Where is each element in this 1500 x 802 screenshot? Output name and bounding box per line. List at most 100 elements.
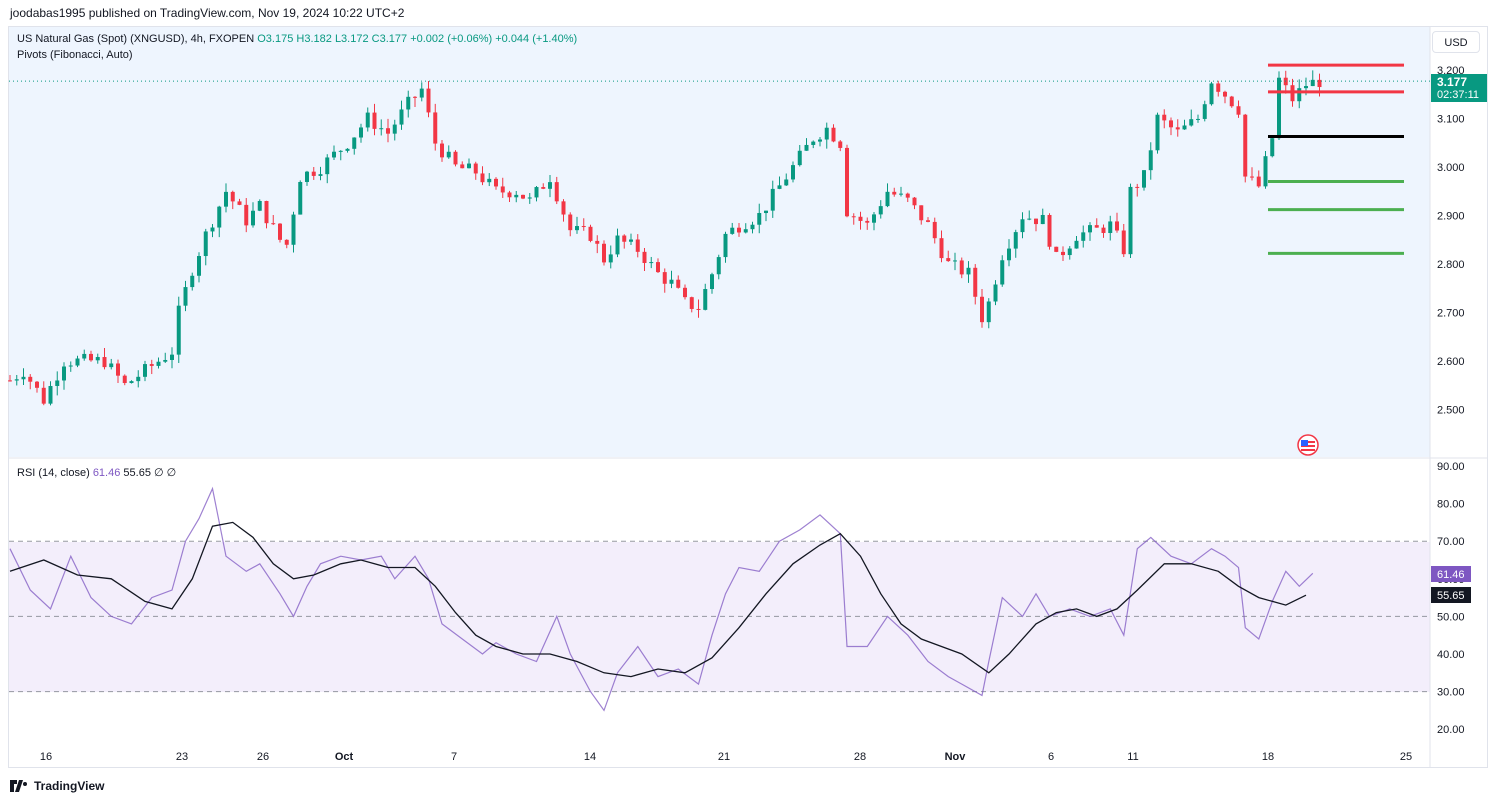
candle-body bbox=[1317, 79, 1322, 88]
candle-body bbox=[1135, 186, 1140, 188]
candle-body bbox=[737, 227, 741, 233]
change-2: +0.044 (+1.40%) bbox=[495, 33, 578, 45]
candle-body bbox=[1108, 221, 1113, 234]
publish-header: joodabas1995 published on TradingView.co… bbox=[10, 6, 405, 20]
candle-body bbox=[838, 141, 843, 148]
candle-body bbox=[824, 127, 829, 140]
price-tick-label: 2.800 bbox=[1437, 259, 1465, 271]
rsi-legend[interactable]: RSI (14, close) 61.46 55.65 ∅ ∅ bbox=[17, 466, 176, 479]
candle-body bbox=[872, 214, 876, 223]
rsi-ma-value: 55.65 bbox=[123, 467, 151, 479]
candle-body bbox=[858, 216, 863, 221]
ma-tag-value: 55.65 bbox=[1437, 590, 1465, 602]
candle-body bbox=[494, 178, 498, 187]
price-tick-label: 3.100 bbox=[1437, 114, 1465, 126]
candle-body bbox=[683, 287, 687, 298]
candle-body bbox=[230, 191, 235, 202]
candle-body bbox=[28, 376, 33, 382]
candle-body bbox=[82, 353, 87, 359]
time-tick-label: 25 bbox=[1400, 751, 1412, 763]
candle-body bbox=[1007, 248, 1011, 261]
time-tick-label: 26 bbox=[257, 751, 269, 763]
candle-body bbox=[689, 297, 694, 309]
ohlc-close: C3.177 bbox=[371, 33, 408, 45]
candle-body bbox=[669, 279, 674, 284]
candle-body bbox=[55, 380, 60, 386]
us-flag-icon[interactable] bbox=[1297, 434, 1319, 456]
footer-brand[interactable]: TradingView bbox=[10, 776, 104, 796]
candle-body bbox=[1304, 86, 1308, 89]
ohlc-high: H3.182 bbox=[296, 33, 332, 45]
candle-body bbox=[1027, 218, 1032, 220]
candle-body bbox=[1270, 138, 1275, 157]
candle-body bbox=[291, 214, 296, 245]
candle-body bbox=[622, 235, 627, 242]
candle-body bbox=[946, 258, 951, 262]
candle-body bbox=[413, 96, 417, 98]
currency-selector[interactable]: USD bbox=[1432, 31, 1480, 53]
candle-body bbox=[197, 256, 201, 276]
rsi-tick-label: 80.00 bbox=[1437, 499, 1465, 511]
candle-body bbox=[1250, 176, 1254, 178]
time-tick-label: 21 bbox=[718, 751, 730, 763]
candle-body bbox=[959, 260, 964, 275]
candle-body bbox=[1142, 170, 1146, 188]
candle-body bbox=[311, 171, 316, 176]
candle-body bbox=[352, 137, 357, 149]
time-tick-label: 18 bbox=[1262, 751, 1274, 763]
candle-body bbox=[791, 165, 795, 180]
candle-body bbox=[251, 210, 255, 226]
candle-body bbox=[1088, 225, 1092, 233]
candle-body bbox=[332, 151, 336, 158]
candle-body bbox=[750, 224, 755, 230]
candle-body bbox=[615, 235, 620, 255]
candle-body bbox=[662, 272, 667, 284]
candle-body bbox=[170, 354, 174, 360]
candle-body bbox=[419, 88, 424, 98]
candle-body bbox=[845, 147, 849, 217]
candle-body bbox=[399, 109, 404, 125]
candle-body bbox=[804, 144, 809, 151]
candle-body bbox=[1243, 114, 1248, 177]
footer-brand-label: TradingView bbox=[34, 779, 105, 793]
candle-body bbox=[392, 124, 397, 134]
time-tick-label: 11 bbox=[1127, 751, 1138, 763]
candle-body bbox=[575, 226, 579, 231]
tradingview-logo-icon bbox=[10, 780, 27, 792]
ohlc-open: O3.175 bbox=[257, 33, 294, 45]
candle-body bbox=[1115, 221, 1119, 231]
candle-body bbox=[1310, 79, 1315, 87]
candle-body bbox=[156, 361, 161, 366]
candle-body bbox=[635, 239, 640, 252]
candle-body bbox=[163, 359, 168, 362]
candle-body bbox=[217, 206, 222, 228]
candle-body bbox=[514, 194, 519, 198]
candle-body bbox=[143, 364, 147, 377]
candle-body bbox=[284, 239, 289, 245]
change: +0.002 (+0.06%) bbox=[410, 33, 493, 45]
candle-body bbox=[264, 200, 269, 224]
candle-body bbox=[784, 179, 789, 186]
candle-body bbox=[1223, 91, 1227, 97]
time-tick-label: 14 bbox=[584, 751, 596, 763]
candle-body bbox=[1277, 77, 1281, 139]
candle-body bbox=[561, 201, 566, 215]
candle-body bbox=[271, 223, 276, 225]
indicator-legend[interactable]: Pivots (Fibonacci, Auto) bbox=[17, 49, 133, 61]
candle-body bbox=[480, 173, 485, 183]
candle-body bbox=[554, 182, 559, 202]
candle-body bbox=[1216, 83, 1221, 92]
time-tick-label: Oct bbox=[335, 751, 354, 763]
candle-body bbox=[892, 191, 897, 195]
candle-body bbox=[757, 213, 762, 225]
price-tick-label: 2.500 bbox=[1437, 405, 1465, 417]
candle-body bbox=[1067, 248, 1072, 256]
candle-body bbox=[1263, 156, 1268, 187]
candle-body bbox=[534, 187, 539, 198]
candle-body bbox=[885, 191, 890, 207]
candle-body bbox=[35, 381, 39, 388]
candle-body bbox=[595, 240, 600, 244]
price-tick-label: 2.900 bbox=[1437, 211, 1465, 223]
price-tag: 3.177 02:37:11 bbox=[1431, 74, 1487, 102]
